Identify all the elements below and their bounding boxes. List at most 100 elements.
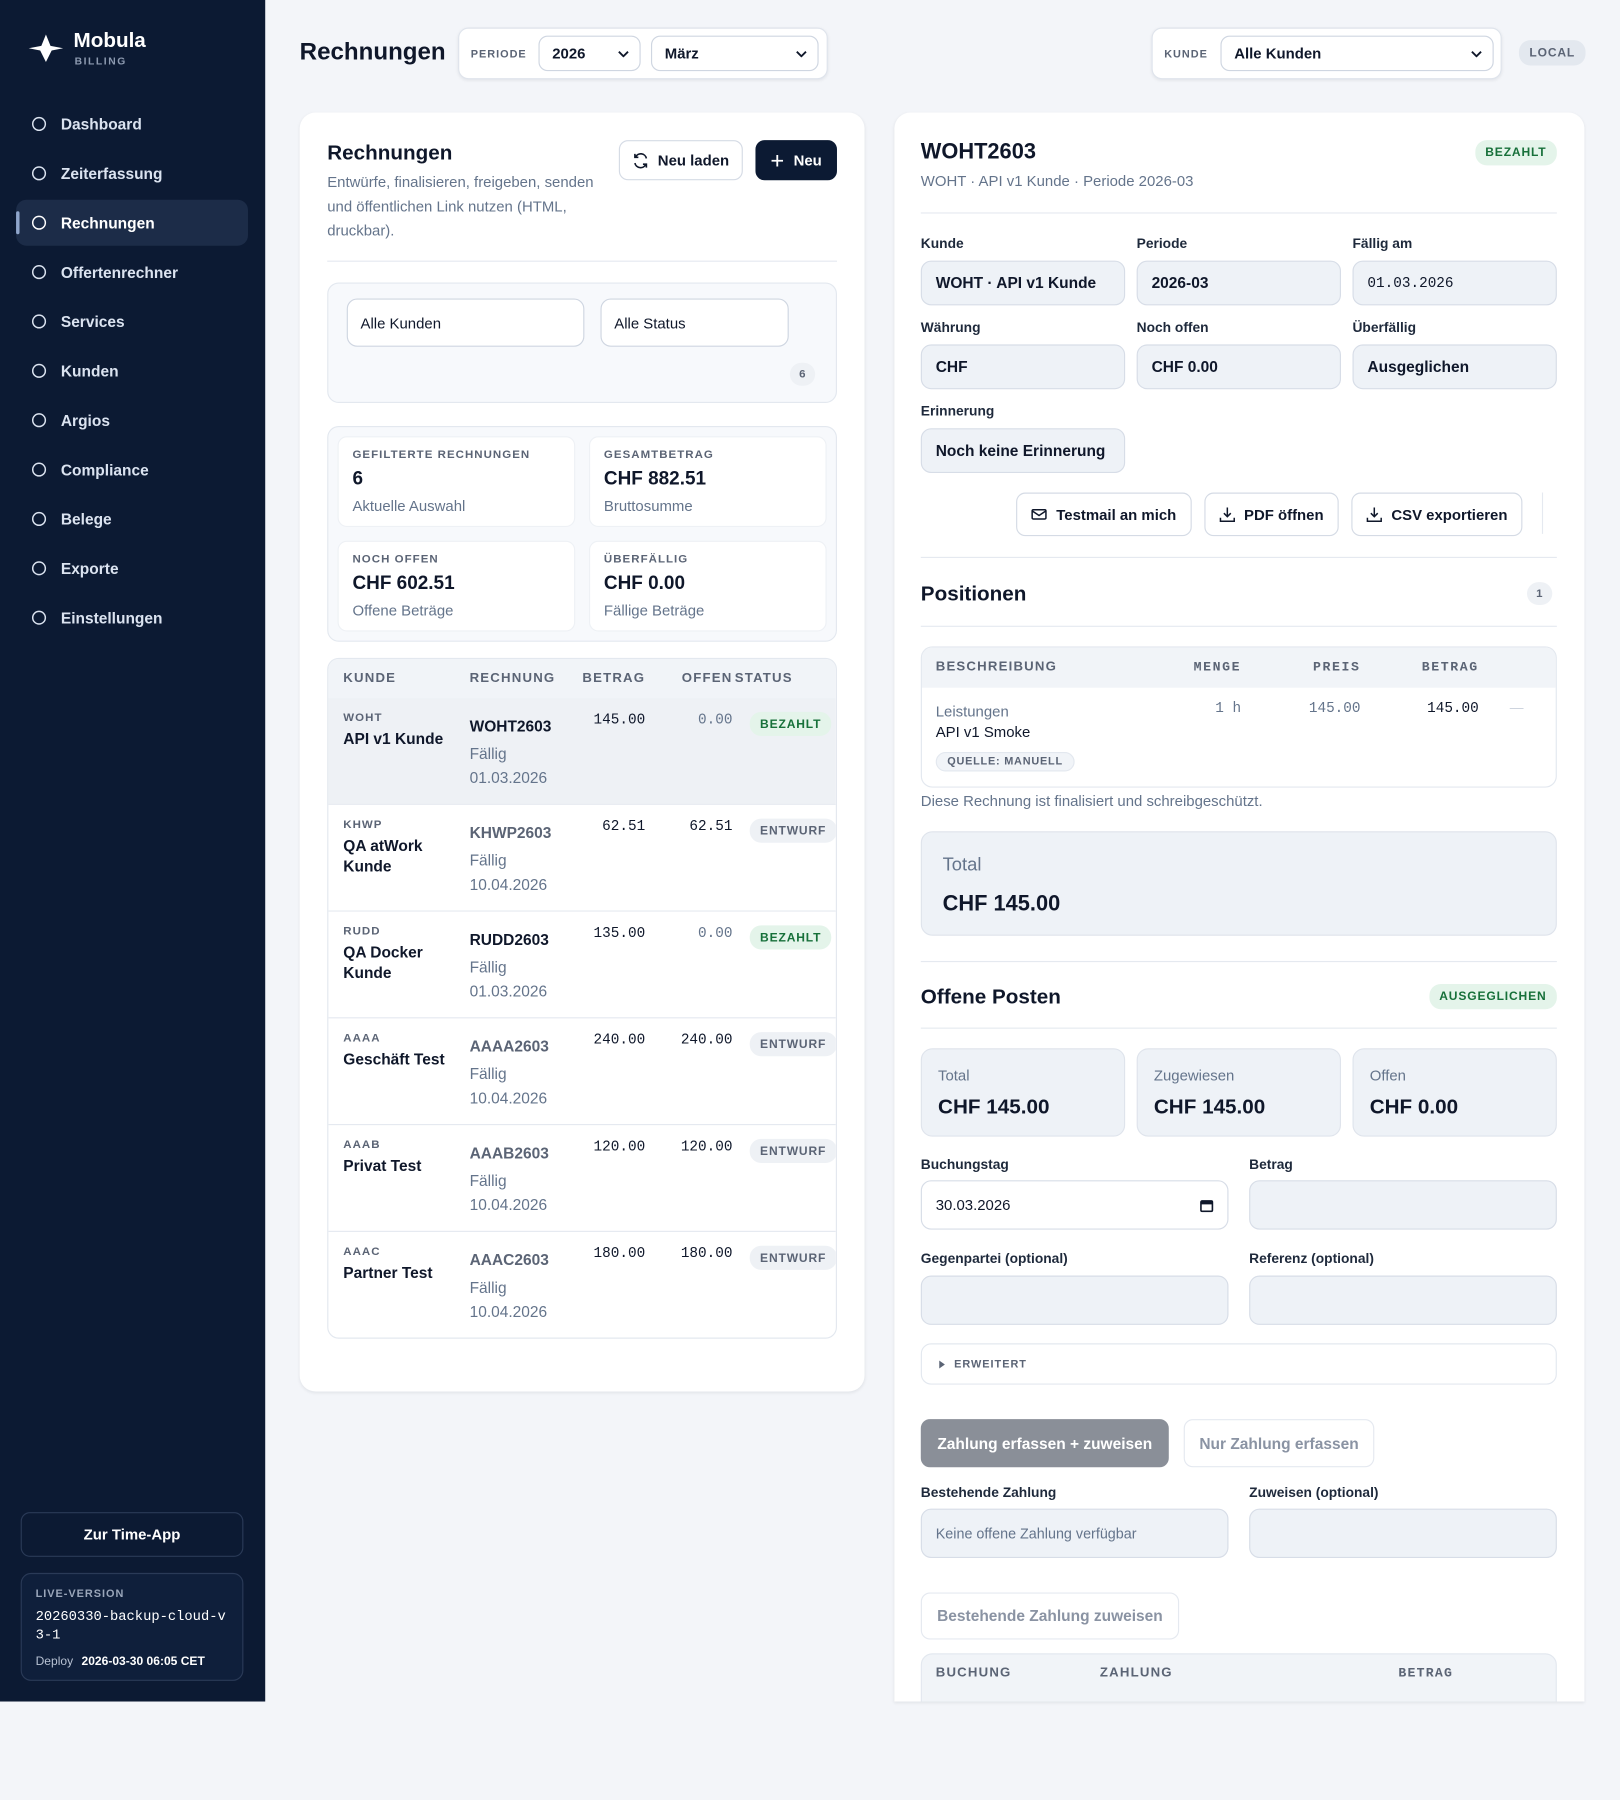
positions-note: Diese Rechnung ist finalisiert und schre… bbox=[920, 792, 1263, 810]
amount-input[interactable] bbox=[1249, 1180, 1557, 1230]
nav-item[interactable]: Einstellungen bbox=[16, 595, 248, 641]
icon bbox=[31, 561, 47, 576]
column-header: STATUS bbox=[734, 671, 793, 686]
summary-label: Total bbox=[938, 1066, 970, 1084]
customer-select[interactable]: Alle Kunden bbox=[1220, 35, 1494, 72]
detail-subtitle: WOHT · API v1 Kunde · Periode 2026-03 bbox=[920, 172, 1194, 190]
secondary-button[interactable]: Nur Zahlung erfassen bbox=[1183, 1419, 1375, 1468]
invoice-row[interactable]: WOHT API v1 Kunde WOHT2603 Fällig 01.03.2026… bbox=[328, 698, 836, 804]
assign-button[interactable]: Bestehende Zahlung zuweisen bbox=[920, 1592, 1180, 1640]
summary-value: CHF 0.00 bbox=[1369, 1095, 1459, 1119]
nav-item[interactable]: Belege bbox=[16, 496, 248, 542]
counterparty-label: Gegenpartei (optional) bbox=[920, 1250, 1068, 1267]
nav-label: Argios bbox=[60, 411, 110, 429]
new-button[interactable]: Neu bbox=[755, 140, 837, 181]
open-amount: 62.51 bbox=[689, 818, 733, 835]
field-label: Überfällig bbox=[1352, 319, 1417, 336]
month-select[interactable]: März bbox=[650, 35, 819, 72]
action-label: Testmail an mich bbox=[1056, 505, 1177, 523]
column-header: BUCHUNG bbox=[935, 1665, 1012, 1680]
column-header: RECHNUNG bbox=[469, 671, 556, 686]
field-value: 2026-03 bbox=[1136, 260, 1342, 306]
action-button[interactable]: Testmail an mich bbox=[1016, 492, 1192, 537]
nav-label: Einstellungen bbox=[60, 609, 163, 627]
icon bbox=[31, 116, 47, 132]
position-quantity: 1 h bbox=[1215, 700, 1242, 717]
nav-item[interactable]: Zeiterfassung bbox=[16, 150, 248, 196]
logo bbox=[28, 34, 64, 62]
divider bbox=[327, 260, 837, 262]
period-label: PERIODE bbox=[470, 48, 527, 61]
nav-label: Rechnungen bbox=[60, 214, 155, 232]
primary-button[interactable]: Zahlung erfassen + zuweisen bbox=[920, 1419, 1169, 1468]
booking-date: 30.03.2026 bbox=[935, 1196, 1011, 1214]
open-amount: 0.00 bbox=[698, 925, 733, 942]
stat-label: GESAMTBETRAG bbox=[603, 448, 714, 462]
nav-item[interactable]: Services bbox=[16, 299, 248, 345]
total-box: Total CHF 145.00 bbox=[920, 831, 1557, 936]
filter-status[interactable]: Alle Status bbox=[600, 298, 789, 347]
due-label: Fällig bbox=[469, 1279, 507, 1297]
stat-sub: Fällige Beträge bbox=[603, 601, 705, 619]
page-title: Rechnungen bbox=[299, 39, 446, 66]
customer-code: RUDD bbox=[343, 925, 381, 939]
invoice-row[interactable]: AAAA Geschäft Test AAAA2603 Fällig 10.04.202… bbox=[328, 1017, 836, 1124]
assign-input[interactable] bbox=[1249, 1508, 1557, 1558]
nav-item[interactable]: Rechnungen bbox=[16, 199, 248, 246]
customer-cell: KHWP QA atWork Kunde bbox=[343, 819, 469, 897]
position-title: Leistungen bbox=[935, 702, 1009, 720]
summary-card: Total CHF 145.00 bbox=[920, 1048, 1126, 1137]
column-header: BETRAG bbox=[1421, 660, 1479, 676]
advanced-toggle[interactable]: ERWEITERT bbox=[920, 1343, 1557, 1385]
field-value: WOHT · API v1 Kunde bbox=[920, 260, 1126, 306]
nav-item[interactable]: Kunden bbox=[16, 348, 248, 394]
invoice-detail-card: WOHT2603 BEZAHLT WOHT · API v1 Kunde · P… bbox=[894, 112, 1585, 1702]
action-button[interactable]: PDF öffnen bbox=[1203, 492, 1339, 537]
counterparty-input[interactable] bbox=[920, 1275, 1229, 1325]
invoice-row[interactable]: KHWP QA atWork Kunde KHWP2603 Fällig 10.04.2… bbox=[328, 803, 836, 911]
column-header: KUNDE bbox=[343, 671, 397, 686]
brand: Mobula bbox=[73, 28, 146, 52]
reference-label: Referenz (optional) bbox=[1249, 1250, 1374, 1267]
nav-item[interactable]: Compliance bbox=[16, 447, 248, 493]
existing-label: Bestehende Zahlung bbox=[920, 1484, 1057, 1501]
position-action: — bbox=[1509, 699, 1524, 716]
nav-item[interactable]: Offertenrechner bbox=[16, 249, 248, 295]
time-app-button[interactable]: Zur Time-App bbox=[20, 1512, 244, 1557]
nav-item[interactable]: Dashboard bbox=[16, 101, 248, 147]
stat-label: GEFILTERTE RECHNUNGEN bbox=[352, 448, 531, 462]
field-label: Periode bbox=[1136, 235, 1188, 252]
year: 2026 bbox=[552, 44, 586, 62]
booking-date-input[interactable]: 30.03.2026 bbox=[920, 1180, 1229, 1230]
field-value: CHF 0.00 bbox=[1136, 344, 1342, 390]
stat-sub: Bruttosumme bbox=[603, 497, 693, 515]
sidebar: Mobula BILLING Zur Time-App LIVE-VERSION… bbox=[0, 0, 266, 1702]
invoice-row[interactable]: RUDD QA Docker Kunde RUDD2603 Fällig 01.03.2… bbox=[328, 910, 836, 1017]
stat-sub: Aktuelle Auswahl bbox=[352, 497, 466, 515]
summary-card: Zugewiesen CHF 145.00 bbox=[1136, 1048, 1342, 1137]
positions-header-bg bbox=[921, 647, 1556, 688]
due-date: 10.04.2026 bbox=[469, 1089, 548, 1107]
nav-item[interactable]: Argios bbox=[16, 397, 248, 443]
invoice-cell: AAAC2603 Fällig 10.04.2026 bbox=[470, 1246, 577, 1324]
version-box: LIVE-VERSION 20260330-backup-cloud-v3-1 … bbox=[20, 1572, 244, 1681]
filter-customer[interactable]: Alle Kunden bbox=[346, 298, 585, 347]
field-value: Noch keine Erinnerung bbox=[920, 428, 1126, 474]
invoice-row[interactable]: AAAC Partner Test AAAC2603 Fällig 10.04.2026… bbox=[328, 1230, 836, 1338]
year-select[interactable]: 2026 bbox=[538, 35, 641, 72]
nav-item[interactable]: Exporte bbox=[16, 545, 248, 591]
action-button[interactable]: CSV exportieren bbox=[1351, 492, 1523, 537]
reload-button[interactable]: Neu laden bbox=[618, 140, 743, 181]
invoice-cell: AAAA2603 Fällig 10.04.2026 bbox=[470, 1032, 577, 1110]
position-price: 145.00 bbox=[1308, 700, 1361, 717]
existing-select[interactable]: Keine offene Zahlung verfügbar bbox=[920, 1508, 1229, 1558]
field-label: Fällig am bbox=[1352, 235, 1413, 252]
due-label: Fällig bbox=[469, 958, 507, 976]
column-header: BETRAG bbox=[582, 671, 646, 686]
reference-input[interactable] bbox=[1249, 1275, 1557, 1325]
open-items-cards: Total CHF 145.00 Zugewiesen CHF 145.00 Offen… bbox=[920, 1048, 1557, 1137]
invoice-row[interactable]: AAAB Privat Test AAAB2603 Fällig 10.04.2026 1… bbox=[328, 1124, 836, 1231]
icon bbox=[31, 363, 47, 378]
